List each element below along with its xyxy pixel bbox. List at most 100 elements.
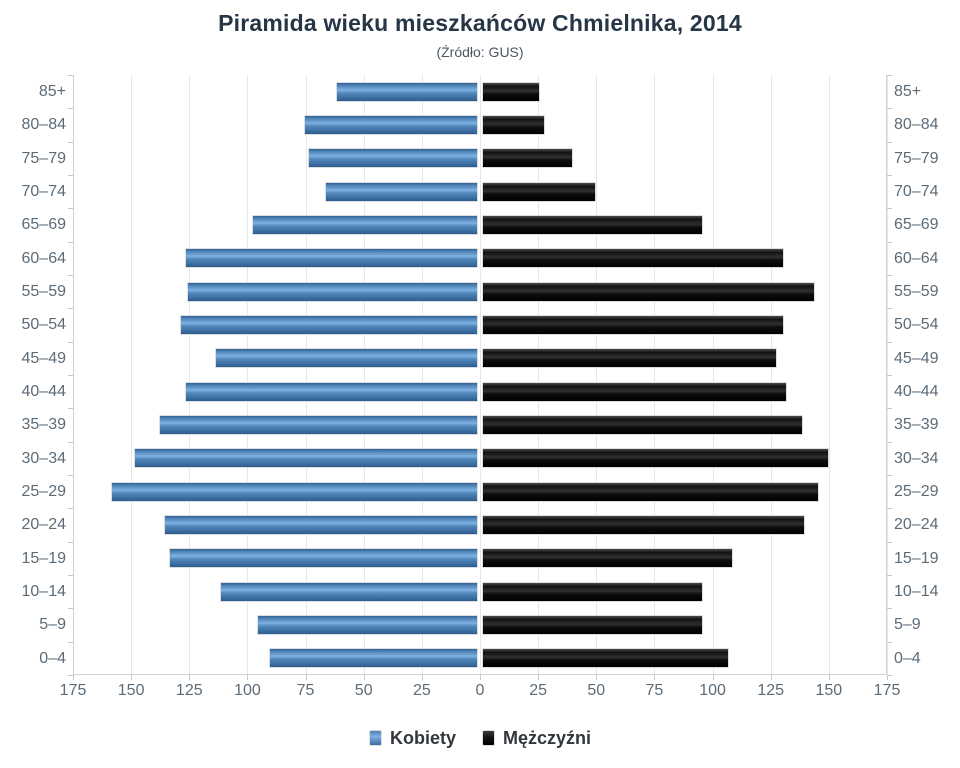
gridline: [421, 75, 423, 675]
right-axis-tick: [887, 408, 892, 409]
right-axis-tick: [887, 242, 892, 243]
category-label-right-10-14: 10–14: [894, 583, 939, 600]
x-axis-tick: [596, 675, 598, 680]
x-axis-tick-label: 175: [873, 682, 901, 699]
bar-kobiety-10-14[interactable]: [220, 582, 478, 602]
left-axis-tick: [68, 475, 73, 476]
category-label-right-0-4: 0–4: [894, 650, 921, 667]
bar-kobiety-0-4[interactable]: [269, 648, 478, 668]
bar-mezczyzni-50-54[interactable]: [482, 315, 784, 335]
bar-kobiety-25-29[interactable]: [111, 482, 478, 502]
left-axis-tick: [68, 375, 73, 376]
right-axis-tick: [887, 175, 892, 176]
x-axis-tick: [654, 675, 656, 680]
legend-label-mezczyzni: Mężczyźni: [502, 727, 592, 748]
legend-swatch-kobiety-icon: [368, 730, 382, 746]
left-axis-tick: [68, 142, 73, 143]
bar-kobiety-60-64[interactable]: [185, 248, 478, 268]
bar-kobiety-5-9[interactable]: [257, 615, 478, 635]
bar-kobiety-50-54[interactable]: [180, 315, 478, 335]
plot-area: [68, 75, 892, 680]
right-axis-tick: [887, 475, 892, 476]
x-axis-tick: [538, 675, 540, 680]
category-label-left-50-54: 50–54: [21, 316, 67, 333]
x-axis-tick: [73, 675, 74, 680]
bar-mezczyzni-55-59[interactable]: [482, 282, 815, 302]
right-axis-tick: [887, 575, 892, 576]
left-axis-tick: [68, 275, 73, 276]
gridline: [828, 75, 830, 675]
bar-kobiety-75-79[interactable]: [308, 148, 478, 168]
bar-mezczyzni-80-84[interactable]: [482, 115, 545, 135]
gridline: [770, 75, 772, 675]
left-axis-tick: [68, 208, 73, 209]
legend-label-kobiety: Kobiety: [389, 727, 456, 748]
chart-title: Piramida wieku mieszkańców Chmielnika, 2…: [218, 10, 742, 36]
bar-kobiety-30-34[interactable]: [134, 448, 478, 468]
gridline: [131, 75, 133, 675]
bar-kobiety-20-24[interactable]: [164, 515, 478, 535]
right-axis-tick: [887, 308, 892, 309]
bar-kobiety-70-74[interactable]: [325, 182, 478, 202]
bar-mezczyzni-85-[interactable]: [482, 82, 540, 102]
left-axis-tick: [68, 675, 73, 676]
x-axis-tick-label: 25: [529, 682, 548, 699]
bar-mezczyzni-5-9[interactable]: [482, 615, 703, 635]
legend: Kobiety Mężczyźni: [0, 722, 960, 754]
bar-mezczyzni-35-39[interactable]: [482, 415, 803, 435]
x-axis-tick: [305, 675, 307, 680]
bar-kobiety-35-39[interactable]: [159, 415, 478, 435]
category-label-left-40-44: 40–44: [21, 383, 67, 400]
x-axis-tick-label: 150: [815, 682, 843, 699]
bar-mezczyzni-60-64[interactable]: [482, 248, 784, 268]
bar-kobiety-55-59[interactable]: [187, 282, 478, 302]
bar-mezczyzni-30-34[interactable]: [482, 448, 829, 468]
gridline: [189, 75, 191, 675]
left-axis-tick: [68, 442, 73, 443]
x-axis-tick: [887, 675, 888, 680]
right-axis-tick: [887, 108, 892, 109]
category-label-left-80-84: 80–84: [21, 116, 67, 133]
bar-kobiety-15-19[interactable]: [169, 548, 478, 568]
gridline: [654, 75, 656, 675]
x-axis-tick-label: 125: [757, 682, 785, 699]
category-label-left-10-14: 10–14: [21, 583, 67, 600]
category-label-right-45-49: 45–49: [894, 350, 939, 367]
bar-kobiety-65-69[interactable]: [252, 215, 478, 235]
x-axis-tick-label: 75: [645, 682, 664, 699]
x-axis-tick-label: 0: [475, 682, 485, 699]
right-axis-tick: [887, 508, 892, 509]
bar-mezczyzni-15-19[interactable]: [482, 548, 733, 568]
bar-mezczyzni-20-24[interactable]: [482, 515, 805, 535]
bar-kobiety-45-49[interactable]: [215, 348, 478, 368]
bar-kobiety-80-84[interactable]: [304, 115, 478, 135]
bar-mezczyzni-75-79[interactable]: [482, 148, 573, 168]
gridline: [596, 75, 598, 675]
bar-mezczyzni-45-49[interactable]: [482, 348, 777, 368]
x-axis-tick-label: 50: [354, 682, 373, 699]
gridline: [712, 75, 714, 675]
legend-item-kobiety[interactable]: Kobiety: [368, 727, 456, 749]
right-axis-tick: [887, 142, 892, 143]
bar-mezczyzni-40-44[interactable]: [482, 382, 787, 402]
legend-item-mezczyzni[interactable]: Mężczyźni: [481, 727, 592, 749]
bar-mezczyzni-0-4[interactable]: [482, 648, 729, 668]
bar-mezczyzni-65-69[interactable]: [482, 215, 703, 235]
left-axis-tick: [68, 408, 73, 409]
gridline: [363, 75, 365, 675]
left-axis-tick: [68, 175, 73, 176]
category-label-left-45-49: 45–49: [21, 350, 67, 367]
gridline: [247, 75, 249, 675]
left-axis-tick: [68, 108, 73, 109]
bar-kobiety-40-44[interactable]: [185, 382, 478, 402]
bar-kobiety-85-[interactable]: [336, 82, 478, 102]
x-axis-tick-label: 25: [412, 682, 431, 699]
bar-mezczyzni-10-14[interactable]: [482, 582, 703, 602]
category-label-right-15-19: 15–19: [894, 550, 939, 567]
category-label-right-30-34: 30–34: [894, 450, 939, 467]
bar-mezczyzni-25-29[interactable]: [482, 482, 819, 502]
x-axis-tick: [247, 675, 249, 680]
left-axis-tick: [68, 508, 73, 509]
category-label-left-15-19: 15–19: [21, 550, 67, 567]
bar-mezczyzni-70-74[interactable]: [482, 182, 596, 202]
